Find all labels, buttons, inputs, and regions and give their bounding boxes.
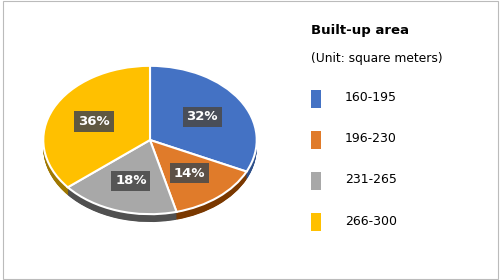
Text: 18%: 18% (115, 174, 146, 187)
Text: 14%: 14% (174, 167, 205, 180)
Wedge shape (44, 67, 150, 189)
Wedge shape (150, 146, 246, 218)
Wedge shape (150, 69, 256, 175)
Wedge shape (150, 67, 256, 173)
Wedge shape (44, 70, 150, 191)
Wedge shape (150, 71, 256, 176)
Wedge shape (150, 74, 256, 179)
Wedge shape (68, 140, 176, 214)
Wedge shape (150, 72, 256, 178)
Wedge shape (150, 72, 256, 178)
Wedge shape (68, 145, 176, 219)
Wedge shape (150, 70, 256, 176)
Text: 160-195: 160-195 (345, 91, 397, 104)
Wedge shape (150, 70, 256, 176)
Wedge shape (150, 66, 256, 172)
Wedge shape (68, 146, 176, 220)
Wedge shape (44, 73, 150, 194)
Wedge shape (150, 71, 256, 177)
Wedge shape (44, 70, 150, 192)
Wedge shape (150, 148, 246, 220)
Wedge shape (44, 71, 150, 193)
Wedge shape (150, 67, 256, 173)
Wedge shape (150, 141, 246, 213)
Wedge shape (150, 143, 246, 214)
Wedge shape (150, 142, 246, 214)
Wedge shape (150, 143, 246, 215)
Wedge shape (68, 148, 176, 222)
Wedge shape (150, 148, 246, 219)
Wedge shape (44, 69, 150, 191)
Wedge shape (68, 143, 176, 217)
Wedge shape (44, 71, 150, 193)
Wedge shape (68, 141, 176, 216)
Wedge shape (150, 146, 246, 218)
Wedge shape (68, 147, 176, 221)
Wedge shape (44, 67, 150, 189)
Wedge shape (44, 72, 150, 194)
Wedge shape (150, 142, 246, 214)
Wedge shape (44, 74, 150, 195)
Wedge shape (150, 68, 256, 174)
Text: 266-300: 266-300 (345, 215, 397, 228)
Wedge shape (68, 141, 176, 215)
Wedge shape (150, 73, 256, 179)
Wedge shape (44, 72, 150, 193)
Wedge shape (150, 71, 256, 177)
Text: Built-up area: Built-up area (311, 24, 409, 37)
FancyBboxPatch shape (311, 213, 321, 232)
Wedge shape (68, 142, 176, 216)
Wedge shape (150, 145, 246, 217)
FancyBboxPatch shape (311, 172, 321, 190)
Text: 231-265: 231-265 (345, 173, 397, 186)
Wedge shape (68, 145, 176, 220)
Wedge shape (150, 144, 246, 216)
Wedge shape (150, 146, 246, 218)
Wedge shape (150, 143, 246, 215)
Wedge shape (44, 68, 150, 190)
Text: 36%: 36% (78, 115, 110, 128)
FancyBboxPatch shape (311, 131, 321, 149)
Wedge shape (68, 143, 176, 218)
Wedge shape (150, 144, 246, 216)
Wedge shape (150, 147, 246, 219)
Wedge shape (44, 69, 150, 190)
Wedge shape (150, 66, 256, 172)
Wedge shape (150, 141, 246, 213)
Wedge shape (44, 73, 150, 195)
Text: 32%: 32% (186, 110, 218, 123)
Wedge shape (68, 148, 176, 221)
Wedge shape (150, 140, 246, 212)
Wedge shape (68, 144, 176, 218)
Wedge shape (150, 69, 256, 175)
Text: (Unit: square meters): (Unit: square meters) (311, 52, 442, 66)
Wedge shape (68, 142, 176, 216)
Wedge shape (68, 146, 176, 221)
Text: 196-230: 196-230 (345, 132, 397, 145)
Wedge shape (68, 141, 176, 215)
Wedge shape (150, 73, 256, 179)
FancyBboxPatch shape (311, 90, 321, 108)
Wedge shape (44, 68, 150, 190)
Wedge shape (150, 145, 246, 217)
Wedge shape (44, 66, 150, 188)
Wedge shape (68, 146, 176, 220)
Wedge shape (68, 144, 176, 219)
Wedge shape (44, 71, 150, 192)
Wedge shape (150, 141, 246, 212)
Wedge shape (44, 66, 150, 187)
Wedge shape (68, 143, 176, 217)
Wedge shape (44, 67, 150, 188)
Wedge shape (150, 67, 256, 172)
Wedge shape (150, 68, 256, 174)
